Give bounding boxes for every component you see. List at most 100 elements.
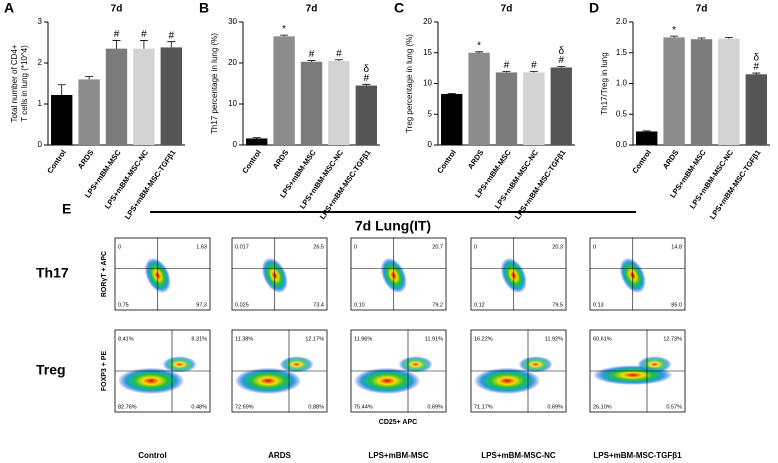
bar <box>468 52 490 145</box>
error-bar <box>307 60 316 62</box>
quadrant-value: 79.2 <box>432 302 443 308</box>
quadrant-value: 0 <box>118 244 121 250</box>
error-bar <box>280 34 289 37</box>
quadrant-value: 0.10 <box>354 302 365 308</box>
x-tick-label: ARDS <box>661 148 681 171</box>
significance-mark: * <box>672 25 676 36</box>
bar <box>78 79 100 145</box>
x-tick-label: Control <box>240 148 263 175</box>
significance-mark: # <box>336 48 342 59</box>
significance-mark: δ <box>559 46 565 57</box>
error-bar <box>724 36 733 39</box>
error-bar <box>85 76 94 80</box>
significance-mark: # <box>754 62 760 73</box>
x-tick-label: LPS+mBM-MSC-TGFβ1 <box>123 148 178 221</box>
significance-mark: # <box>559 55 565 66</box>
significance-mark: * <box>282 24 286 35</box>
error-bar <box>252 137 261 139</box>
panel-label: C <box>394 0 404 16</box>
bar <box>718 38 740 146</box>
quadrant-value: 0.025 <box>235 302 249 308</box>
chart-title: 7d <box>306 4 318 15</box>
cell-density <box>234 367 302 394</box>
error-bar <box>529 71 538 73</box>
y-tick-label: 0.0 <box>616 140 628 149</box>
x-tick-label: LPS+mBM-MSC-TGFβ1 <box>708 148 763 221</box>
significance-mark: * <box>477 40 481 51</box>
bar <box>160 47 182 145</box>
error-bar <box>334 59 343 61</box>
quadrant-value: 0.75 <box>118 302 129 308</box>
quadrant-value: 11.92% <box>545 336 563 342</box>
x-tick-label: LPS+mBM-MSC-TGFβ1 <box>513 148 568 221</box>
quadrant-value: 8.31% <box>191 336 207 342</box>
bar <box>745 74 767 145</box>
panel-label: E <box>62 201 71 217</box>
y-tick-label: 10 <box>423 79 432 88</box>
quadrant-value: 72.69% <box>235 404 254 410</box>
cell-density <box>162 356 197 373</box>
panel-title: 7d Lung(IT) <box>355 218 431 234</box>
quadrant-value: 0.017 <box>235 244 249 250</box>
quadrant-value: 20.7 <box>432 244 443 250</box>
quadrant-value: 20.3 <box>552 244 563 250</box>
x-axis-label: CD25+ APC <box>379 419 417 426</box>
x-tick-label: Control <box>45 148 68 175</box>
error-bar <box>752 72 761 75</box>
x-tick-label: ARDS <box>76 148 96 171</box>
y-axis-label: Th17/Treg in lung <box>600 52 609 114</box>
y-tick-label: 1.0 <box>616 79 628 88</box>
flow-plot-frame <box>589 237 686 311</box>
y-tick-label: 1.5 <box>616 48 628 57</box>
bar <box>495 72 518 145</box>
error-bar <box>697 37 706 40</box>
error-bar <box>502 71 511 73</box>
error-bar <box>475 51 484 53</box>
error-bar <box>557 66 566 68</box>
quadrant-value: 60.61% <box>593 336 612 342</box>
error-bar <box>670 35 679 38</box>
quadrant-value: 0.69% <box>427 404 443 410</box>
column-label: ARDS <box>268 451 291 460</box>
bar <box>636 131 658 145</box>
significance-mark: # <box>364 73 370 84</box>
quadrant-value: 79.5 <box>552 302 563 308</box>
bar <box>328 60 350 146</box>
quadrant-value: 12.17% <box>305 336 324 342</box>
y-axis-label: FOXP3 + PE <box>101 351 108 392</box>
chart-title: 7d <box>111 4 123 15</box>
significance-mark: # <box>141 29 147 40</box>
bar <box>441 93 463 145</box>
significance-mark: # <box>114 29 120 40</box>
cell-density <box>473 367 541 394</box>
panel-label: B <box>199 0 209 16</box>
x-tick-label: Control <box>630 148 653 175</box>
quadrant-value: 0.13 <box>593 302 604 308</box>
column-label: LPS+mBM-MSC <box>368 451 428 460</box>
panel-label: D <box>589 0 599 16</box>
bar <box>523 72 545 145</box>
y-tick-label: 20 <box>228 58 237 67</box>
quadrant-value: 26.5 <box>313 244 324 250</box>
y-tick-label: 0 <box>233 140 238 149</box>
quadrant-value: 97.3 <box>196 302 207 308</box>
bar <box>550 67 572 145</box>
bar <box>273 36 295 145</box>
column-label: Control <box>138 451 166 460</box>
y-tick-label: 10 <box>228 99 237 108</box>
error-bar <box>447 92 456 94</box>
column-label: LPS+mBM-MSC-NC <box>481 451 556 460</box>
significance-mark: # <box>309 49 315 60</box>
bar <box>300 61 323 145</box>
quadrant-value: 0.48% <box>191 404 207 410</box>
quadrant-value: 71.17% <box>474 404 493 410</box>
error-bar <box>139 40 148 49</box>
significance-mark: δ <box>364 64 370 75</box>
bar <box>246 138 268 145</box>
quadrant-value: 0.69% <box>547 404 563 410</box>
significance-mark: δ <box>754 53 760 64</box>
chart-title: 7d <box>696 4 708 15</box>
cell-density <box>398 356 433 373</box>
quadrant-value: 73.4 <box>313 302 324 308</box>
quadrant-value: 16.22% <box>474 336 493 342</box>
